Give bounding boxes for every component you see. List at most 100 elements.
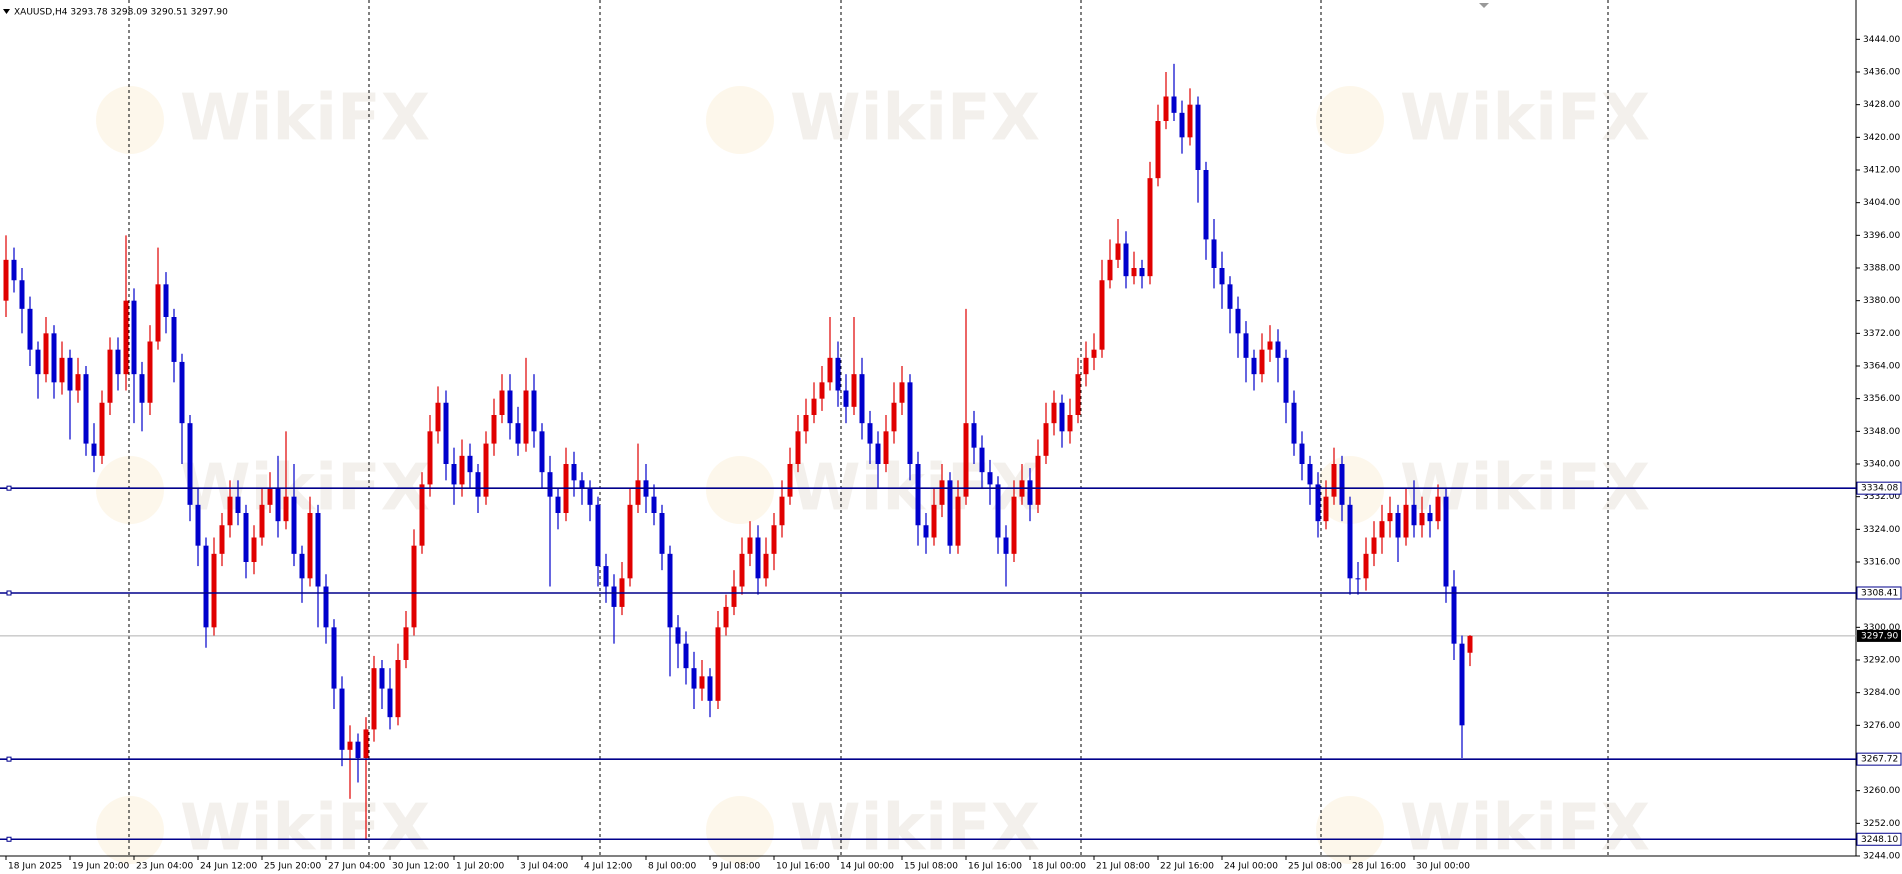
candle-body	[339, 688, 345, 750]
level-handle	[6, 836, 12, 842]
candle-body	[795, 431, 801, 464]
candle-body	[539, 431, 545, 473]
candle-body	[739, 553, 745, 587]
candle-body	[1467, 635, 1473, 653]
candle-body	[995, 484, 1001, 538]
x-tick-label: 21 Jul 08:00	[1096, 862, 1150, 872]
x-tick-label: 24 Jun 12:00	[200, 862, 257, 872]
candle-body	[35, 349, 41, 375]
candle-body	[1059, 402, 1065, 432]
candle-body	[107, 349, 113, 403]
x-tick-label: 25 Jul 08:00	[1288, 862, 1342, 872]
candle-body	[307, 513, 313, 579]
x-tick-label: 18 Jun 2025	[8, 862, 62, 872]
y-tick-label: 3292.00	[1863, 656, 1900, 666]
y-tick-label: 3324.00	[1863, 525, 1900, 535]
y-tick-label: 3284.00	[1863, 688, 1900, 698]
candle-body	[827, 357, 833, 383]
candle-body	[1187, 104, 1193, 138]
candle-body	[75, 374, 81, 391]
x-tick-label: 14 Jul 00:00	[840, 862, 894, 872]
candle-body	[971, 423, 977, 448]
y-tick-label: 3428.00	[1863, 100, 1900, 110]
candle-body	[195, 504, 201, 546]
candle-body	[699, 676, 705, 689]
watermark-logo	[96, 796, 164, 864]
candle-body	[355, 741, 361, 758]
x-tick-label: 22 Jul 16:00	[1160, 862, 1214, 872]
level-label-box	[1856, 752, 1902, 766]
candle-body	[131, 300, 137, 375]
candle-body	[859, 374, 865, 424]
x-tick-label: 1 Jul 20:00	[456, 862, 505, 872]
candle-body	[155, 284, 161, 342]
candle-body	[675, 627, 681, 644]
level-label: 3248.10	[1861, 835, 1898, 845]
candle-body	[1243, 333, 1249, 358]
candle-body	[267, 488, 273, 505]
candle-body	[547, 472, 553, 497]
candle-body	[571, 464, 577, 481]
candle-body	[43, 333, 49, 375]
level-label: 3308.41	[1861, 588, 1898, 598]
x-tick-label: 30 Jul 00:00	[1416, 862, 1470, 872]
y-tick-label: 3412.00	[1863, 166, 1900, 176]
candle-body	[115, 349, 121, 375]
x-tick-label: 19 Jun 20:00	[72, 862, 129, 872]
x-tick-label: 30 Jun 12:00	[392, 862, 449, 872]
candle-body	[603, 566, 609, 587]
candle-body	[555, 496, 561, 513]
candle-body	[411, 545, 417, 628]
candle-body	[955, 496, 961, 546]
candle-body	[1299, 443, 1305, 464]
candle-body	[187, 423, 193, 505]
candle-body	[611, 586, 617, 607]
candle-body	[923, 525, 929, 538]
candle-body	[723, 606, 729, 628]
y-tick-label: 3260.00	[1863, 786, 1900, 796]
candle-body	[803, 415, 809, 432]
candle-body	[835, 357, 841, 391]
x-tick-label: 27 Jun 04:00	[328, 862, 385, 872]
candle-body	[243, 513, 249, 562]
candle-body	[459, 455, 465, 485]
candle-body	[499, 390, 505, 415]
x-tick-label: 28 Jul 16:00	[1352, 862, 1406, 872]
candle-body	[1099, 280, 1105, 350]
watermark-logo	[96, 456, 164, 524]
last-price-label: 3297.90	[1861, 631, 1898, 641]
candle-body	[363, 729, 369, 758]
menu-arrow[interactable]	[3, 9, 10, 14]
y-tick-label: 3404.00	[1863, 198, 1900, 208]
candle-body	[1259, 349, 1265, 375]
y-tick-label: 3420.00	[1863, 133, 1900, 143]
candle-body	[379, 668, 385, 689]
candle-body	[1131, 268, 1137, 277]
candle-body	[1067, 415, 1073, 432]
candle-body	[787, 464, 793, 497]
candle-body	[1155, 121, 1161, 179]
candle-body	[1163, 96, 1169, 121]
candle-body	[1035, 455, 1041, 505]
candle-body	[1347, 504, 1353, 579]
candle-body	[235, 496, 241, 513]
candle-body	[67, 357, 73, 391]
candle-body	[1403, 504, 1409, 538]
candle-body	[891, 402, 897, 432]
candle-body	[1395, 513, 1401, 538]
candle-body	[1451, 586, 1457, 644]
candle-body	[651, 496, 657, 513]
y-tick-label: 3380.00	[1863, 296, 1900, 306]
candle-body	[1307, 464, 1313, 485]
candle-body	[1355, 578, 1361, 580]
candle-body	[763, 553, 769, 579]
candle-body	[3, 259, 9, 301]
y-tick-label: 3340.00	[1863, 460, 1900, 470]
candle-body	[1171, 96, 1177, 113]
candle-body	[299, 553, 305, 579]
candle-body	[707, 676, 713, 701]
candle-body	[587, 488, 593, 505]
candle-body	[1115, 243, 1121, 260]
x-tick-label: 16 Jul 16:00	[968, 862, 1022, 872]
x-tick-label: 4 Jul 12:00	[584, 862, 633, 872]
